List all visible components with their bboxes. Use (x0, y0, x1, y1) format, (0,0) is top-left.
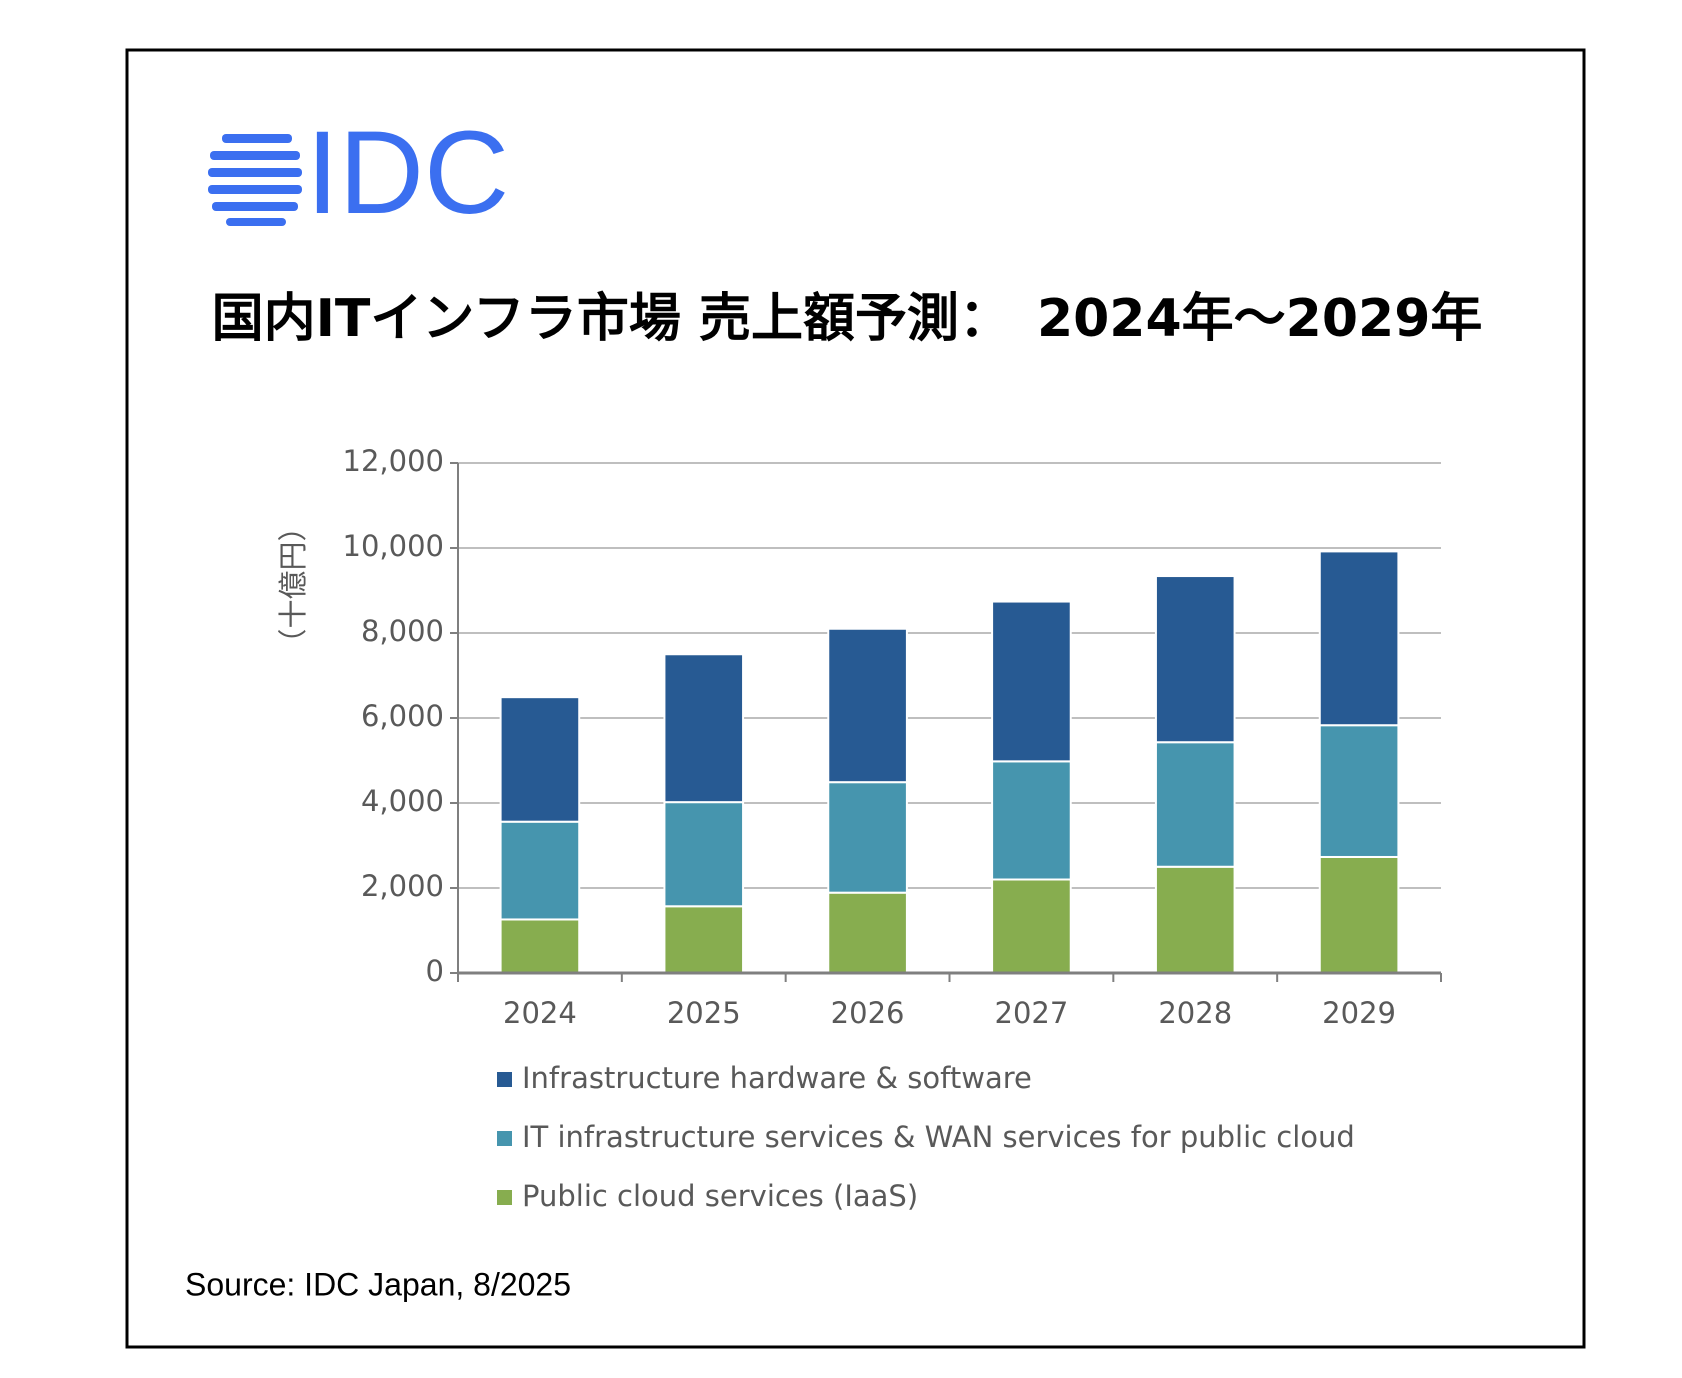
bar-segment (827, 891, 908, 974)
bar-segment (663, 905, 745, 975)
y-tick-label: 10,000 (343, 529, 444, 563)
bar-segment (991, 878, 1072, 974)
bar-segment (827, 781, 908, 894)
y-tick-label: 6,000 (361, 699, 444, 733)
bar-segment (1318, 724, 1400, 858)
y-axis-label: （十億円） (276, 512, 310, 657)
bar-segment (499, 918, 581, 975)
x-tick-label: 2028 (1158, 996, 1232, 1030)
legend-swatch (497, 1131, 512, 1146)
y-tick-label: 12,000 (343, 444, 444, 478)
bar-segment (1318, 550, 1400, 727)
x-tick-label: 2026 (831, 996, 905, 1030)
y-tick-label: 4,000 (361, 784, 444, 818)
y-tick-label: 0 (426, 954, 444, 988)
legend-swatch (497, 1072, 512, 1087)
legend-label: Infrastructure hardware & software (522, 1061, 1032, 1095)
x-tick-label: 2025 (667, 996, 741, 1030)
x-tick-label: 2029 (1322, 996, 1396, 1030)
x-tick-label: 2024 (503, 996, 577, 1030)
chart-title: 国内ITインフラ市場 売上額予測： 2024年～2029年 (212, 289, 1483, 349)
legend-swatch (497, 1190, 512, 1205)
logo-stripes (208, 134, 302, 226)
bar-segment (827, 627, 908, 784)
legend-label: IT infrastructure services & WAN service… (522, 1120, 1355, 1154)
bar-segment (1154, 741, 1236, 868)
bar-segment (499, 696, 581, 823)
source: Source: IDC Japan, 8/2025 (185, 1266, 571, 1302)
bar-segment (991, 600, 1072, 763)
y-tick-label: 2,000 (361, 869, 444, 903)
x-tick-label: 2027 (995, 996, 1069, 1030)
logo: IDC (306, 107, 509, 239)
bar-segment (663, 653, 745, 804)
bar-segment (1318, 855, 1400, 974)
y-tick-label: 8,000 (361, 614, 444, 648)
legend-label: Public cloud services (IaaS) (522, 1179, 918, 1213)
bar-segment (1154, 575, 1236, 744)
bar-segment (991, 760, 1072, 881)
bar-segment (499, 820, 581, 921)
bar-segment (1154, 865, 1236, 974)
bar-segment (663, 801, 745, 908)
